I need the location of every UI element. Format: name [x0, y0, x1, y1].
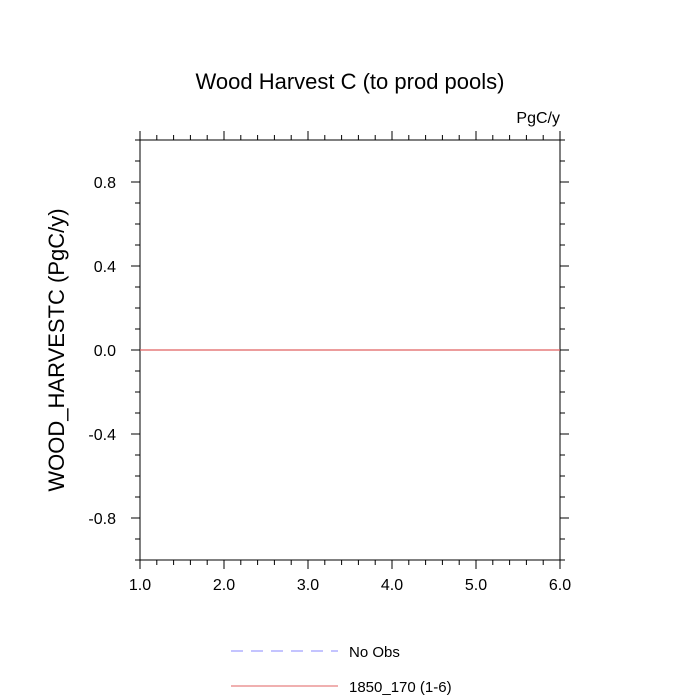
- x-tick-labels: 1.0 2.0 3.0 4.0 5.0 6.0: [129, 577, 571, 594]
- y-tick-labels: 0.8 0.4 0.0 -0.4 -0.8: [88, 175, 116, 528]
- legend-label: 1850_170 (1-6): [349, 679, 452, 696]
- x-tick-label: 1.0: [129, 577, 151, 594]
- legend: No Obs 1850_170 (1-6): [231, 644, 452, 696]
- x-tick-label: 2.0: [213, 577, 235, 594]
- legend-label: No Obs: [349, 644, 400, 661]
- x-tick-label: 3.0: [297, 577, 319, 594]
- chart-title: Wood Harvest C (to prod pools): [196, 69, 505, 94]
- y-tick-label: -0.8: [88, 511, 116, 528]
- y-tick-label: -0.4: [88, 427, 116, 444]
- units-label: PgC/y: [516, 110, 560, 127]
- x-tick-label: 5.0: [465, 577, 487, 594]
- y-tick-label: 0.8: [94, 175, 116, 192]
- y-tick-label: 0.4: [94, 259, 116, 276]
- axis-ticks: [131, 131, 569, 569]
- y-axis-title: WOOD_HARVESTC (PgC/y): [44, 208, 69, 491]
- x-tick-label: 4.0: [381, 577, 403, 594]
- y-tick-label: 0.0: [94, 343, 116, 360]
- x-tick-label: 6.0: [549, 577, 571, 594]
